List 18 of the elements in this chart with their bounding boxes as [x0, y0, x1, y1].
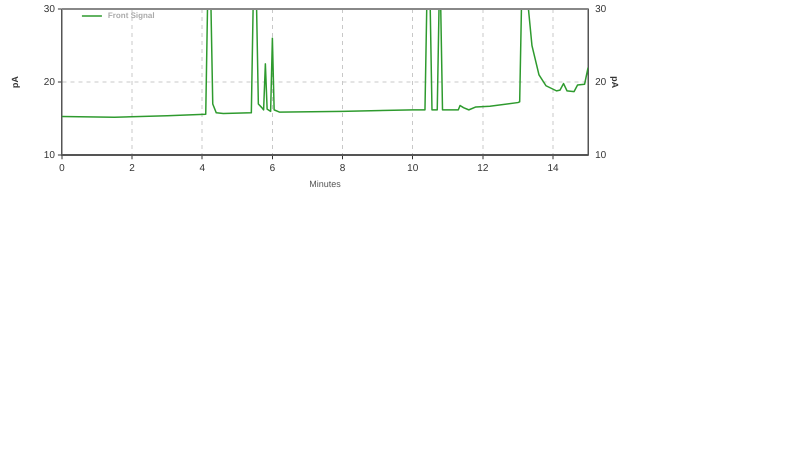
y2-tick-label: 10: [595, 150, 607, 161]
y2-tick-label: 30: [595, 4, 607, 15]
x-axis-title: Minutes: [309, 179, 342, 190]
x-tick-label: 0: [59, 162, 66, 174]
x-tick-label: 14: [547, 162, 559, 174]
y-axis-title: pA: [10, 76, 20, 88]
x-tick-label: 6: [270, 162, 276, 174]
x-tick-label: 12: [477, 162, 489, 174]
y-tick-label: 10: [44, 150, 56, 161]
x-tick-label: 10: [407, 162, 419, 174]
y-tick-label: 30: [44, 4, 56, 15]
y2-tick-label: 20: [595, 76, 607, 88]
y-tick-label: 20: [44, 76, 56, 88]
x-tick-label: 2: [129, 162, 136, 174]
x-tick-label: 4: [199, 162, 206, 174]
x-tick-label: 8: [340, 162, 346, 174]
y2-axis-title: pA: [610, 76, 620, 89]
legend-label: Front Signal: [108, 11, 155, 20]
